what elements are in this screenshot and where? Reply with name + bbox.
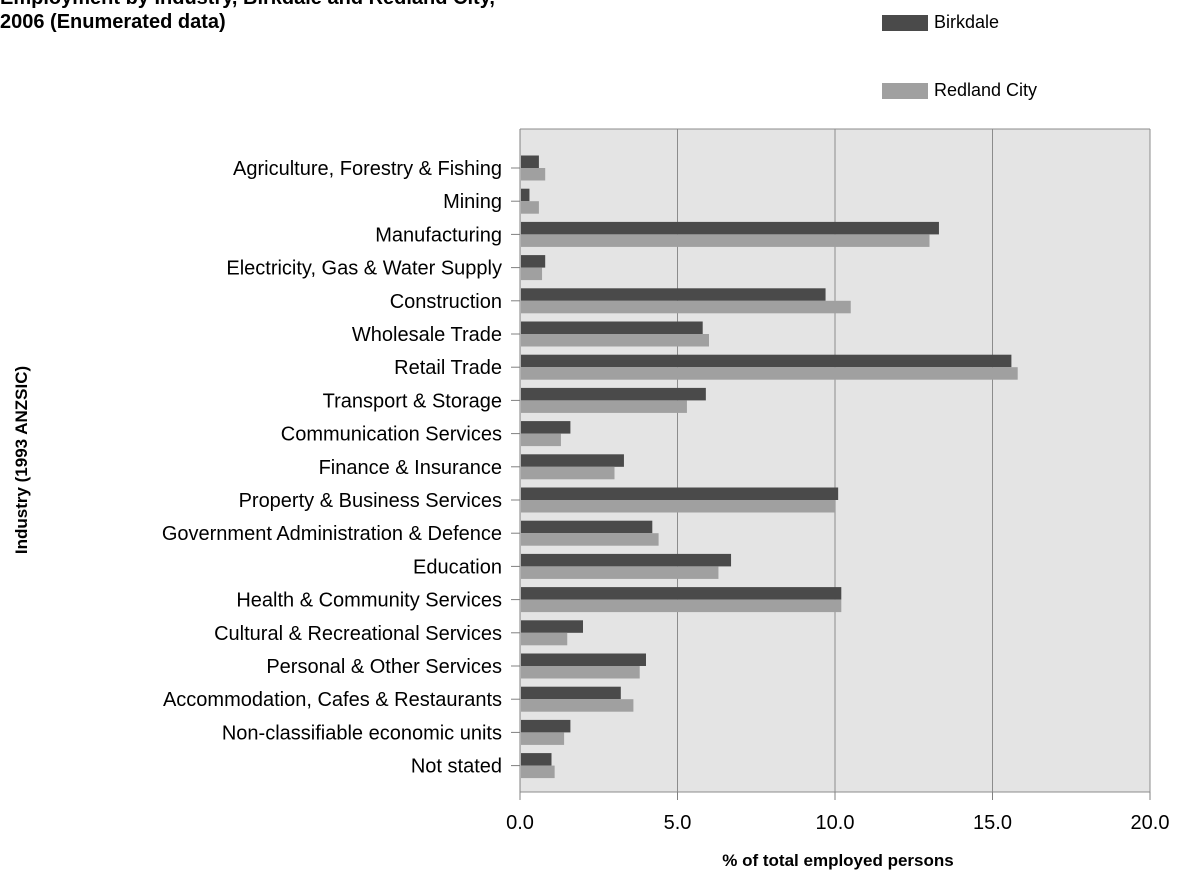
bar-birkdale-mining <box>521 188 530 202</box>
bar-redland-city-construction <box>521 300 851 314</box>
bar-birkdale-retail-trade <box>521 354 1012 368</box>
bar-birkdale-education <box>521 553 732 567</box>
bar-birkdale-cultural-recreational-services <box>521 620 583 633</box>
x-tick-label: 15.0 <box>973 812 1012 834</box>
y-tick-label: Health & Community Services <box>236 590 502 612</box>
legend-label-redland-city: Redland City <box>934 80 1038 100</box>
bar-redland-city-accommodation-cafes-restaurants <box>521 699 634 712</box>
legend-swatch-birkdale <box>882 14 928 31</box>
bar-redland-city-health-community-services <box>521 599 842 613</box>
bar-redland-city-education <box>521 566 719 579</box>
y-tick-label: Transport & Storage <box>323 390 502 412</box>
bar-birkdale-construction <box>521 288 826 301</box>
legend-item-redland-city: Redland City <box>882 80 1037 101</box>
bar-birkdale-government-administration-defence <box>521 520 653 534</box>
y-tick-label: Property & Business Services <box>239 490 502 512</box>
y-tick-label: Finance & Insurance <box>319 457 502 479</box>
bar-redland-city-communication-services <box>521 433 561 447</box>
bar-birkdale-non-classifiable-economic-units <box>521 719 571 733</box>
y-tick-label: Mining <box>443 191 502 213</box>
bar-redland-city-government-administration-defence <box>521 533 659 546</box>
bar-redland-city-not-stated <box>521 765 555 779</box>
bar-redland-city-transport-storage <box>521 400 687 413</box>
y-tick-label: Not stated <box>411 756 502 778</box>
x-tick-label: 0.0 <box>506 812 534 834</box>
bar-redland-city-non-classifiable-economic-units <box>521 732 565 745</box>
legend-label-birkdale: Birkdale <box>934 12 1000 32</box>
bar-birkdale-communication-services <box>521 421 571 434</box>
legend-item-birkdale: Birkdale <box>882 12 999 33</box>
y-tick-label: Electricity, Gas & Water Supply <box>226 258 502 280</box>
bar-redland-city-agriculture-forestry-fishing <box>521 168 546 181</box>
bar-birkdale-property-business-services <box>521 487 839 500</box>
x-tick-label: 5.0 <box>664 812 692 834</box>
y-tick-label: Education <box>413 556 502 578</box>
chart-title: Employment by Industry, Birkdale and Red… <box>0 0 495 33</box>
y-tick-label: Government Administration & Defence <box>162 523 502 545</box>
bar-birkdale-manufacturing <box>521 221 939 235</box>
y-axis-title: Industry (1993 ANZSIC) <box>12 366 31 554</box>
y-tick-label: Wholesale Trade <box>352 324 502 346</box>
x-tick-label: 10.0 <box>816 812 855 834</box>
y-tick-label: Agriculture, Forestry & Fishing <box>233 158 502 180</box>
bar-birkdale-health-community-services <box>521 587 842 600</box>
y-tick-label: Retail Trade <box>394 357 502 379</box>
y-tick-label: Cultural & Recreational Services <box>214 623 502 645</box>
bar-redland-city-property-business-services <box>521 500 835 513</box>
y-tick-label: Non-classifiable economic units <box>222 722 502 744</box>
bar-redland-city-mining <box>521 201 539 214</box>
x-axis-title: % of total employed persons <box>722 851 953 870</box>
y-tick-label: Personal & Other Services <box>266 656 502 678</box>
bar-redland-city-finance-insurance <box>521 466 615 480</box>
bar-birkdale-not-stated <box>521 753 552 766</box>
legend-swatch-redland-city <box>882 82 928 99</box>
bar-redland-city-electricity-gas-water-supply <box>521 267 543 281</box>
bar-birkdale-electricity-gas-water-supply <box>521 255 546 268</box>
y-tick-label: Manufacturing <box>375 224 502 246</box>
bar-birkdale-finance-insurance <box>521 454 624 467</box>
y-tick-label: Communication Services <box>281 424 502 446</box>
y-tick-label: Accommodation, Cafes & Restaurants <box>163 689 502 711</box>
bar-redland-city-retail-trade <box>521 367 1018 380</box>
bar-birkdale-accommodation-cafes-restaurants <box>521 686 621 700</box>
x-tick-label: 20.0 <box>1131 812 1170 834</box>
bar-birkdale-agriculture-forestry-fishing <box>521 155 539 168</box>
bar-redland-city-wholesale-trade <box>521 334 709 347</box>
bar-birkdale-wholesale-trade <box>521 321 703 334</box>
bar-redland-city-manufacturing <box>521 234 930 247</box>
bar-birkdale-transport-storage <box>521 387 706 401</box>
y-tick-label: Construction <box>390 291 502 313</box>
bar-birkdale-personal-other-services <box>521 653 646 666</box>
bar-redland-city-personal-other-services <box>521 666 640 679</box>
bar-redland-city-cultural-recreational-services <box>521 632 568 646</box>
